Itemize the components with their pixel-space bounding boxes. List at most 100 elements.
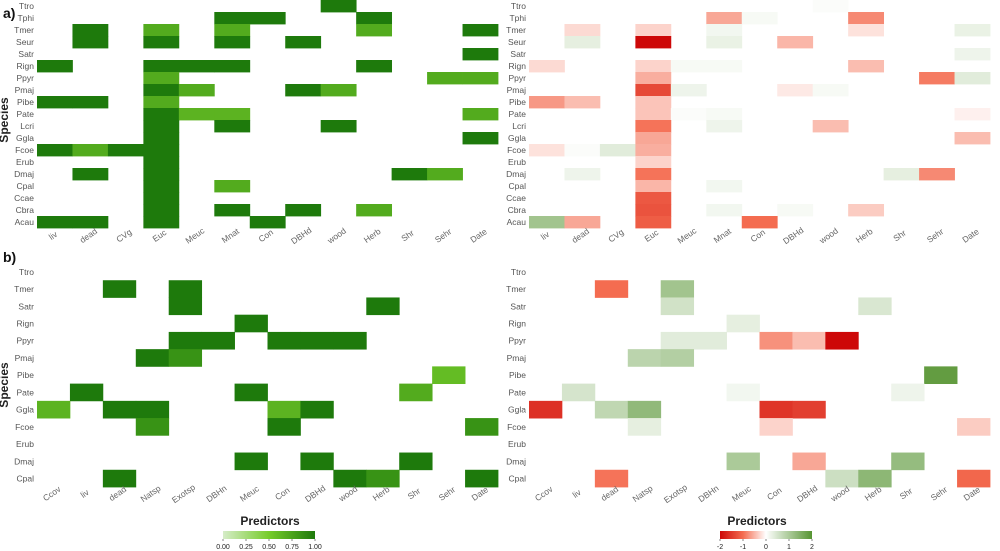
x-tick-label: liv <box>79 487 92 500</box>
heatmap-cell <box>465 469 499 488</box>
x-tick-label: Con <box>273 485 292 502</box>
heatmap-cell <box>954 24 991 37</box>
heatmap-cell <box>285 204 322 217</box>
heatmap-cell <box>267 400 301 419</box>
heatmap-cell <box>635 144 672 157</box>
x-tick-label: liv <box>47 229 60 242</box>
heatmap-cell <box>333 331 367 350</box>
heatmap-cell <box>777 84 814 97</box>
y-tick-label: Ttro <box>19 1 34 11</box>
heatmap-cell <box>706 60 743 73</box>
heatmap-cell <box>726 383 760 402</box>
heatmap-cell <box>135 349 170 367</box>
heatmap-cell <box>143 72 180 85</box>
heatmap-cell <box>599 144 636 157</box>
y-tick-label: Pmaj <box>15 85 34 95</box>
heatmap-cell <box>954 108 991 121</box>
y-tick-label: Erub <box>508 157 526 167</box>
heatmap-cell <box>143 108 180 121</box>
y-tick-label: Ppyr <box>509 336 527 346</box>
x-tick-label: Shr <box>406 486 423 502</box>
x-tick-label: liv <box>539 229 552 242</box>
heatmap-cell <box>706 180 743 193</box>
heatmap-cell <box>627 418 662 436</box>
heatmap-cell <box>919 72 955 85</box>
heatmap-cell <box>635 192 672 205</box>
heatmap-cell <box>706 120 743 133</box>
heatmap-cell <box>432 366 466 385</box>
heatmap-cell <box>635 156 672 169</box>
heatmap-cell <box>635 180 672 193</box>
x-tick-label: Meuc <box>730 483 753 504</box>
heatmap-cell <box>143 84 180 97</box>
heatmap-cell <box>320 120 357 133</box>
heatmap-cell <box>135 400 170 419</box>
y-tick-label: Fcoe <box>507 422 526 432</box>
heatmap-cell <box>954 132 991 145</box>
heatmap-cell <box>848 60 885 73</box>
y-tick-label: Seur <box>508 37 526 47</box>
x-tick-label: dead <box>78 226 99 245</box>
heatmap-cell <box>957 418 991 436</box>
heatmap-panel-2: Ttro Tphi Tmer Seur Satr Rign Ppyr Pmaj Pibe Pate… <box>506 0 991 246</box>
x-tick-label: DBHd <box>303 483 328 504</box>
heatmap-cell <box>214 36 251 49</box>
heatmap-cell <box>529 60 565 73</box>
y-tick-label: Ttro <box>511 1 526 11</box>
heatmap-cell <box>366 297 400 316</box>
heatmap-cell <box>214 180 251 193</box>
legend-colorbar <box>223 531 315 539</box>
x-tick-label: Sehr <box>437 484 458 503</box>
heatmap-cell <box>399 452 433 471</box>
heatmap-cell <box>69 383 104 402</box>
heatmap-cell <box>635 108 672 121</box>
heatmap-cell <box>267 418 301 436</box>
heatmap-cell <box>660 349 695 367</box>
heatmap-cell <box>812 0 849 13</box>
heatmap-cell <box>462 72 499 85</box>
x-tick-label: Sehr <box>433 226 454 245</box>
heatmap-cell <box>883 168 920 181</box>
heatmap-cell <box>201 331 235 350</box>
x-tick-label: Exotsp <box>662 482 689 505</box>
heatmap-cell <box>399 383 433 402</box>
heatmap-cell <box>168 331 203 350</box>
y-tick-label: Tmer <box>506 25 526 35</box>
y-tick-label: Pmaj <box>15 353 34 363</box>
heatmap-cell <box>214 12 251 25</box>
heatmap-cell <box>107 144 144 157</box>
y-tick-label: Fcoe <box>507 145 526 155</box>
x-tick-label: Natsp <box>139 483 163 504</box>
x-tick-label: wood <box>325 225 348 246</box>
heatmap-cell <box>848 12 885 25</box>
heatmap-cell <box>427 72 463 85</box>
y-tick-label: Dmaj <box>506 456 526 466</box>
heatmap-panel-3: Ttro Tmer Satr Rign Ppyr Pmaj Pibe Pate Ggla Fcoe… <box>3 249 499 505</box>
heatmap-cell <box>924 366 958 385</box>
heatmap-cell <box>143 168 180 181</box>
heatmap-cell <box>891 383 925 402</box>
y-tick-label: Pibe <box>17 97 34 107</box>
heatmap-cell <box>635 204 672 217</box>
y-tick-label: Lcri <box>20 121 34 131</box>
x-tick-label: Euc <box>643 227 661 244</box>
x-tick-label: Exotsp <box>170 482 197 505</box>
heatmap-cell <box>143 156 180 169</box>
heatmap-cell <box>529 96 565 109</box>
y-tick-label: Rign <box>17 61 35 71</box>
heatmap-cell <box>234 452 268 471</box>
x-tick-label: CVg <box>606 227 626 245</box>
y-tick-label: Rign <box>509 319 527 329</box>
heatmap-cell <box>356 24 393 37</box>
legend-tick-label: -1 <box>740 544 746 551</box>
x-tick-label: wood <box>817 225 840 246</box>
y-axis-label-b: Species <box>0 362 11 408</box>
y-tick-label: Fcoe <box>15 422 34 432</box>
y-tick-label: Ppyr <box>17 73 35 83</box>
heatmap-cell <box>143 216 180 229</box>
heatmap-cell <box>660 297 695 316</box>
heatmap-cell <box>858 469 892 488</box>
heatmap-cell <box>366 469 400 488</box>
heatmap-cell <box>168 280 203 298</box>
heatmap-cell <box>792 452 826 471</box>
